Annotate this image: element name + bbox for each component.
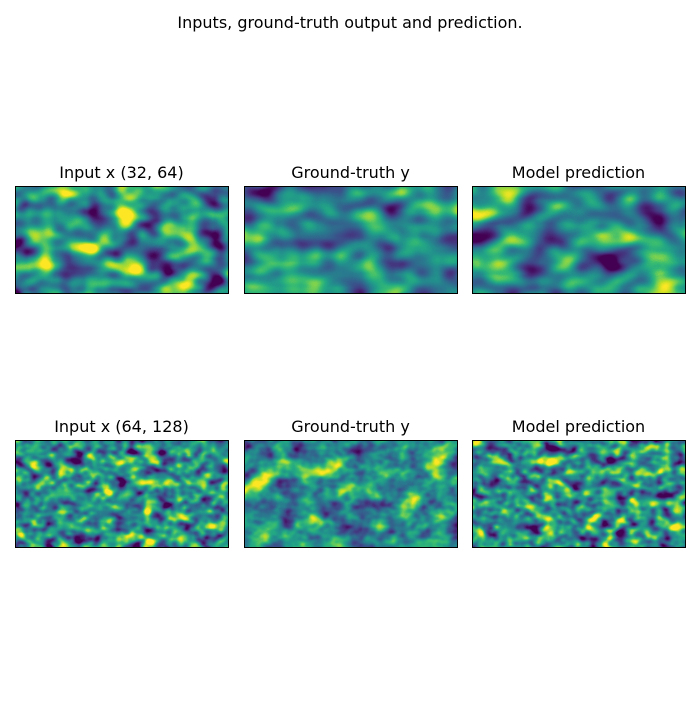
panel-frame xyxy=(244,186,458,294)
panel-frame xyxy=(244,440,458,548)
heatmap xyxy=(244,186,457,293)
panel-frame xyxy=(472,186,686,294)
panel-frame xyxy=(15,186,229,294)
panel-title: Ground-truth y xyxy=(291,417,410,436)
figure-title: Inputs, ground-truth output and predicti… xyxy=(177,13,522,32)
panel-title: Input x (64, 128) xyxy=(54,417,189,436)
heatmap xyxy=(15,186,228,293)
heatmap xyxy=(15,440,228,547)
panel-title: Ground-truth y xyxy=(291,163,410,182)
panel-title: Model prediction xyxy=(512,163,645,182)
panel-frame xyxy=(472,440,686,548)
panel-frame xyxy=(15,440,229,548)
heatmap xyxy=(244,440,457,547)
heatmap xyxy=(472,440,685,547)
heatmap xyxy=(472,186,685,293)
panel-title: Input x (32, 64) xyxy=(59,163,183,182)
panel-title: Model prediction xyxy=(512,417,645,436)
